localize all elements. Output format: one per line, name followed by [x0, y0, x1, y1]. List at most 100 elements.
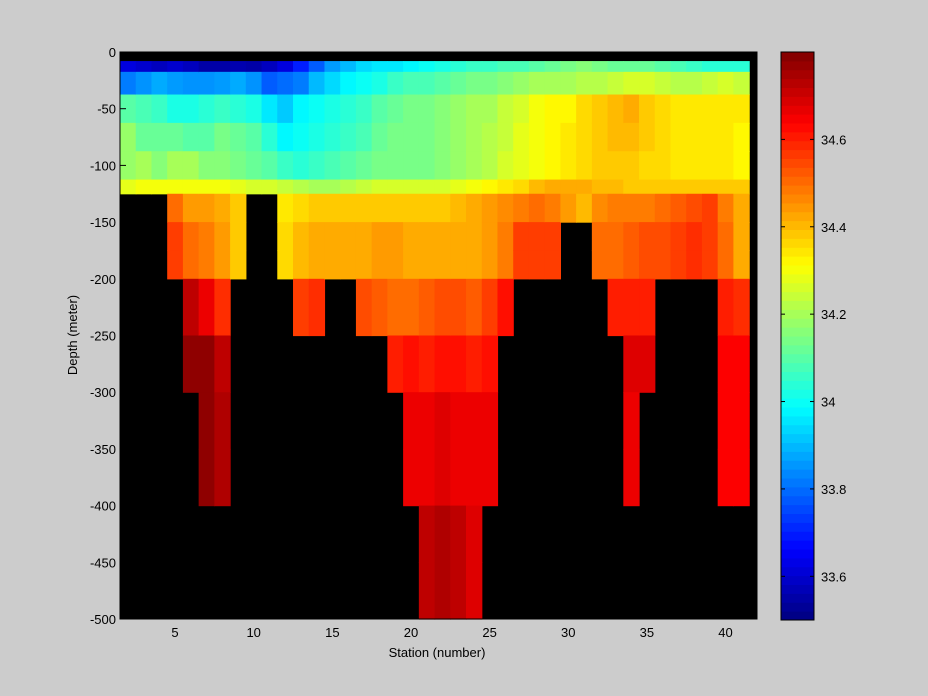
heatmap-cell	[198, 71, 215, 96]
heatmap-cell	[434, 151, 451, 181]
heatmap-cell	[387, 71, 404, 96]
heatmap-cell	[151, 151, 168, 181]
heatmap-cell	[701, 151, 719, 181]
heatmap-cell	[434, 222, 451, 252]
heatmap-cell	[513, 94, 530, 124]
heatmap-cell	[497, 179, 514, 195]
heatmap-cell	[623, 335, 640, 393]
heatmap-cell	[623, 179, 640, 195]
colorbar-strip	[781, 602, 814, 612]
heatmap-cell	[371, 94, 388, 124]
heatmap-cell	[686, 71, 703, 96]
colorbar-tick-label: 33.6	[821, 569, 846, 584]
heatmap-cell	[434, 179, 451, 195]
colorbar-strip	[781, 433, 814, 444]
x-tick-label: 20	[404, 625, 418, 640]
heatmap-cell	[481, 392, 499, 450]
colorbar-ticks: 33.6 33.8 34 34.2 34.4 34.6	[781, 132, 846, 584]
heatmap-cell	[591, 193, 609, 223]
heatmap-cell	[481, 222, 499, 252]
colorbar-strip	[781, 158, 814, 168]
heatmap-cell	[717, 94, 735, 124]
heatmap-cell	[639, 61, 656, 73]
heatmap-cell	[466, 448, 483, 507]
heatmap-cell	[340, 193, 357, 223]
heatmap-cell	[623, 71, 640, 96]
heatmap-cell	[261, 151, 278, 181]
colorbar-strip	[781, 407, 814, 417]
heatmap-cell	[230, 193, 247, 223]
heatmap-cell	[450, 278, 467, 337]
heatmap-cell	[277, 222, 294, 252]
heatmap-cell	[277, 122, 294, 152]
heatmap-cell	[434, 122, 451, 152]
colorbar-strip	[781, 424, 814, 435]
colorbar-strip	[781, 194, 814, 204]
heatmap-cell	[607, 193, 624, 223]
heatmap-cell	[466, 222, 483, 252]
colorbar-strip	[781, 495, 814, 506]
heatmap-cell	[450, 122, 467, 152]
heatmap-cell	[544, 222, 561, 252]
heatmap-cell	[544, 94, 561, 124]
colorbar-strip	[781, 60, 814, 71]
heatmap-cell	[308, 193, 326, 223]
colorbar-strip	[781, 291, 814, 302]
heatmap-cell	[371, 250, 388, 280]
heatmap-cell	[717, 250, 735, 280]
heatmap-cell	[717, 151, 735, 181]
heatmap-cell	[481, 122, 499, 152]
heatmap-cell	[182, 222, 200, 252]
heatmap-cell	[701, 61, 719, 73]
heatmap-cell	[308, 94, 326, 124]
heatmap-cell	[670, 193, 687, 223]
heatmap-cell	[308, 278, 326, 337]
heatmap-cell	[403, 122, 420, 152]
heatmap-cell	[308, 71, 326, 96]
colorbar-strip	[781, 238, 814, 248]
y-tick-label: -400	[90, 499, 116, 514]
heatmap-cell	[167, 61, 184, 73]
heatmap-cell	[701, 94, 719, 124]
heatmap-cell	[576, 193, 593, 223]
heatmap-cell	[434, 505, 451, 563]
colorbar-tick-label: 34.2	[821, 307, 846, 322]
heatmap-cell	[167, 151, 184, 181]
heatmap-cell	[403, 222, 420, 252]
heatmap-cell	[591, 222, 609, 252]
heatmap-cell	[623, 122, 640, 152]
heatmap-cell	[481, 179, 499, 195]
heatmap-cell	[418, 562, 436, 620]
heatmap-cell	[340, 94, 357, 124]
heatmap-cell	[434, 94, 451, 124]
heatmap-cell	[261, 179, 278, 195]
heatmap-cell	[591, 61, 609, 73]
heatmap-cell	[418, 94, 436, 124]
colorbar-strip	[781, 371, 814, 381]
heatmap-cell	[403, 335, 420, 393]
x-tick-label: 5	[171, 625, 178, 640]
x-tick-label: 15	[325, 625, 339, 640]
heatmap-cell	[481, 71, 499, 96]
colorbar-strip	[781, 362, 814, 373]
heatmap-cell	[686, 94, 703, 124]
heatmap-cell	[418, 179, 436, 195]
heatmap-cell	[686, 193, 703, 223]
heatmap-cell	[576, 71, 593, 96]
heatmap-cell	[528, 71, 546, 96]
colorbar-strip	[781, 105, 814, 115]
heatmap-cell	[434, 448, 451, 507]
colorbar-strip	[781, 336, 814, 346]
heatmap-cell	[733, 278, 750, 337]
colorbar-strip	[781, 611, 814, 621]
heatmap-cell	[167, 250, 184, 280]
heatmap-cell	[135, 94, 153, 124]
y-tick-label: -100	[90, 158, 116, 173]
heatmap-cell	[230, 151, 247, 181]
heatmap-cell	[560, 122, 577, 152]
heatmap-cell	[261, 122, 278, 152]
heatmap-cell	[513, 61, 530, 73]
heatmap-cell	[245, 122, 263, 152]
y-axis-label: Depth (meter)	[65, 295, 80, 375]
